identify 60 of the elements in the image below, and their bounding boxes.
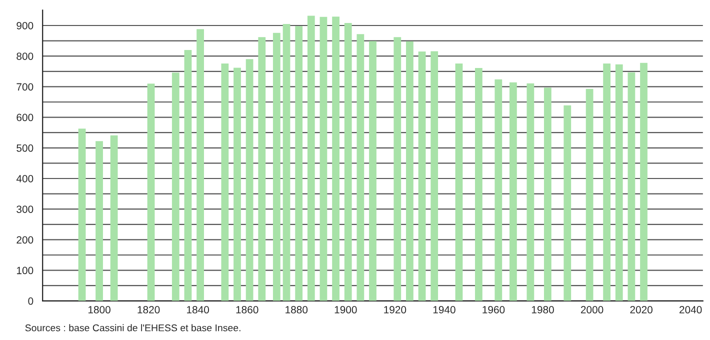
x-tick-label: 1920 bbox=[384, 306, 406, 314]
bar bbox=[564, 105, 572, 301]
bar bbox=[320, 16, 328, 301]
x-tick-label: 1860 bbox=[236, 306, 258, 314]
bar bbox=[628, 72, 636, 301]
x-tick-label: 1940 bbox=[433, 306, 456, 314]
bar bbox=[78, 128, 86, 301]
bar bbox=[344, 23, 352, 301]
y-tick-label: 900 bbox=[16, 22, 34, 30]
bar bbox=[603, 63, 611, 301]
bar bbox=[394, 37, 402, 301]
y-tick-label: 600 bbox=[16, 114, 34, 122]
bar bbox=[356, 34, 364, 301]
bar bbox=[406, 41, 414, 301]
y-tick-label: 100 bbox=[16, 266, 34, 274]
bar bbox=[234, 68, 241, 301]
x-tick-label: 1840 bbox=[187, 306, 209, 314]
x-tick-label: 1960 bbox=[482, 306, 505, 314]
bar bbox=[282, 24, 290, 301]
y-tick-label: 300 bbox=[16, 206, 34, 213]
bar bbox=[509, 82, 517, 301]
y-tick-label: 500 bbox=[16, 144, 34, 152]
x-tick-label: 1880 bbox=[286, 306, 308, 314]
bar bbox=[526, 83, 534, 301]
bar bbox=[272, 32, 280, 301]
bar bbox=[307, 16, 315, 301]
bar bbox=[110, 135, 118, 301]
y-tick-label: 0 bbox=[28, 297, 34, 305]
bar bbox=[246, 59, 254, 301]
x-tick-label: 1980 bbox=[532, 306, 554, 314]
x-tick-label: 1900 bbox=[334, 306, 357, 314]
bar bbox=[418, 52, 426, 301]
x-tick-label: 2040 bbox=[680, 306, 702, 314]
source-note: Sources : base Cassini de l'EHESS et base Insee. bbox=[25, 324, 240, 332]
y-tick-label: 200 bbox=[16, 236, 34, 244]
x-tick-label: 1800 bbox=[88, 306, 110, 314]
bar bbox=[455, 63, 463, 301]
bar bbox=[586, 88, 594, 301]
bar bbox=[184, 50, 192, 301]
bar bbox=[430, 51, 438, 301]
bar bbox=[544, 88, 552, 301]
bar bbox=[295, 26, 303, 301]
bar bbox=[640, 62, 648, 301]
x-tick-label: 1820 bbox=[138, 306, 160, 314]
y-tick-label: 700 bbox=[16, 83, 34, 91]
y-tick-label: 800 bbox=[16, 52, 34, 60]
bar bbox=[332, 16, 340, 301]
bar bbox=[221, 63, 229, 301]
bar bbox=[494, 79, 502, 301]
y-tick-label: 400 bbox=[16, 175, 34, 182]
bar bbox=[615, 64, 623, 301]
bar bbox=[475, 68, 482, 301]
bar bbox=[369, 41, 376, 301]
bar bbox=[147, 84, 155, 301]
bar bbox=[196, 29, 204, 301]
bar bbox=[172, 72, 180, 301]
bar bbox=[96, 141, 103, 301]
x-tick-label: 2020 bbox=[630, 306, 652, 314]
bar bbox=[258, 37, 266, 301]
x-tick-label: 2000 bbox=[580, 306, 604, 314]
